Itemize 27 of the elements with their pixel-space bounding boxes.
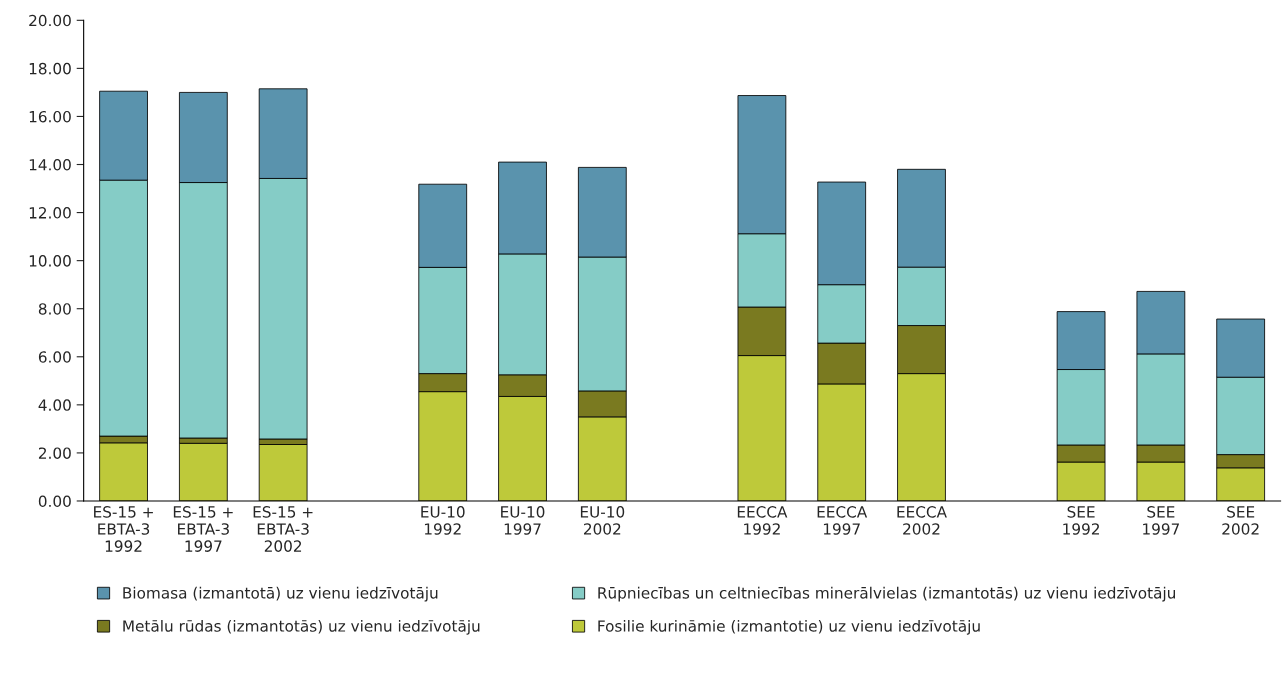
x-tick-label: ES-15 + EBTA-3 1997: [173, 506, 233, 552]
legend-label: Fosilie kurināmie (izmantotie) uz vienu iedzīvotāju: [598, 619, 980, 635]
x-tick-label: EECCA 2002: [897, 506, 947, 535]
x-tick-label: SEE 1992: [1063, 506, 1099, 535]
x-tick-label: ES-15 + EBTA-3 2002: [253, 506, 313, 552]
y-tick-label: 12.00: [29, 207, 71, 219]
y-tick-label: 18.00: [29, 62, 71, 75]
legend-label: Metālu rūdas (izmantotās) uz vienu iedzīvotāju: [123, 619, 480, 635]
y-tick-label: 20.00: [29, 14, 71, 27]
x-tick-label: EECCA 1992: [737, 506, 788, 535]
x-tick-label: SEE 1997: [1143, 506, 1180, 535]
y-tick-label: 8.00: [38, 303, 71, 315]
y-tick-label: 16.00: [29, 110, 71, 123]
y-tick-label: 0.00: [38, 495, 71, 507]
x-tick-label: ES-15 + EBTA-3 1992: [94, 506, 153, 552]
x-tick-label: EECCA 1997: [817, 506, 868, 535]
legend-label: Biomasa (izmantotā) uz vienu iedzīvotāju: [123, 586, 438, 602]
y-tick-label: 4.00: [38, 399, 71, 411]
y-tick-label: 10.00: [29, 255, 71, 267]
x-tick-label: EU-10 2002: [580, 506, 625, 535]
x-tick-label: EU-10 1997: [501, 506, 545, 535]
legend-label: Rūpniecības un celtniecības minerālvielas (izmantotās) uz vienu iedzīvotāju: [598, 586, 1175, 602]
x-tick-label: SEE 2002: [1222, 506, 1259, 535]
y-tick-label: 14.00: [29, 158, 71, 171]
x-tick-label: EU-10 1992: [421, 506, 465, 535]
y-tick-label: 6.00: [38, 351, 71, 363]
y-tick-label: 2.00: [38, 447, 71, 459]
